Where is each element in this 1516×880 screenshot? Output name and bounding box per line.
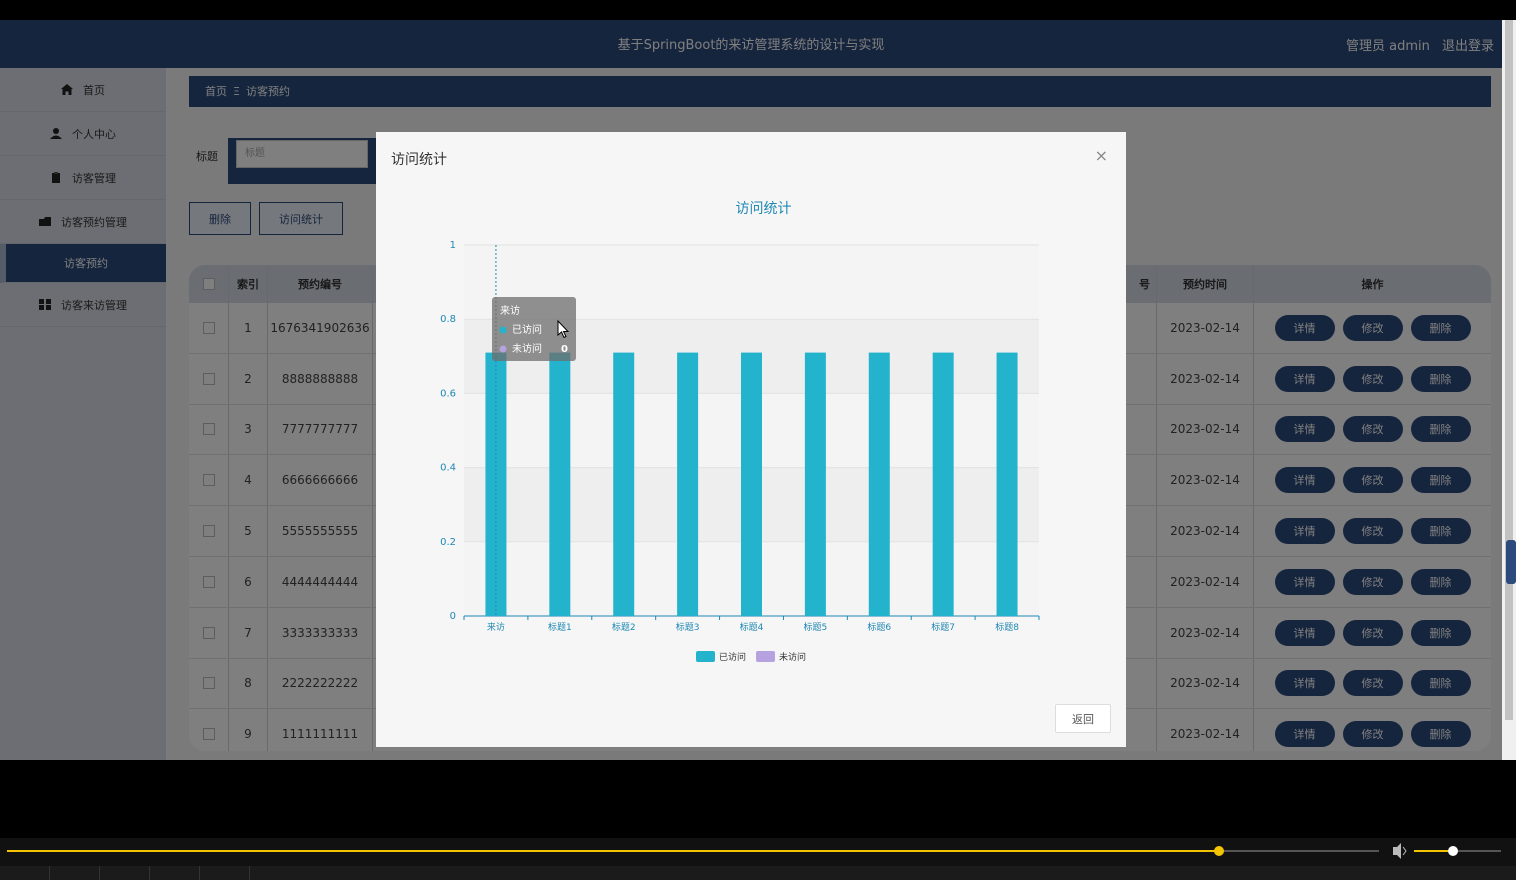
chart-title: 访问统计 bbox=[736, 201, 792, 217]
bottom-tab[interactable] bbox=[100, 866, 150, 880]
y-tick-label: 0 bbox=[450, 611, 456, 622]
x-tick-label: 标题7 bbox=[931, 621, 955, 633]
x-tick-label: 标题6 bbox=[867, 621, 891, 633]
y-tick-label: 0.4 bbox=[440, 463, 456, 474]
player-controls bbox=[7, 843, 1501, 859]
mouse-cursor-icon bbox=[557, 319, 570, 339]
bar-visited[interactable] bbox=[677, 352, 699, 616]
progress-handle[interactable] bbox=[1214, 846, 1224, 856]
x-tick-label: 标题8 bbox=[995, 621, 1019, 633]
volume-level bbox=[1414, 850, 1453, 852]
x-tick-label: 标题1 bbox=[548, 621, 572, 633]
bar-visited[interactable] bbox=[613, 352, 635, 616]
volume-track bbox=[1453, 850, 1501, 852]
bottom-tab[interactable] bbox=[150, 866, 200, 880]
y-tick-label: 0.8 bbox=[440, 314, 456, 325]
bar-visited[interactable] bbox=[932, 352, 954, 616]
progress-remaining bbox=[1219, 850, 1379, 852]
bar-visited[interactable] bbox=[996, 352, 1018, 616]
bar-visited[interactable] bbox=[868, 352, 890, 616]
tooltip-marker bbox=[499, 345, 507, 353]
bottom-tab[interactable] bbox=[0, 866, 50, 880]
progress-played bbox=[7, 850, 1219, 852]
x-tick-label: 来访 bbox=[487, 622, 505, 633]
tooltip-series-name: 已访问 bbox=[512, 323, 542, 336]
x-tick-label: 标题2 bbox=[612, 621, 636, 633]
page-scrollbar[interactable] bbox=[1502, 20, 1516, 760]
y-tick-label: 0.6 bbox=[440, 388, 456, 399]
bar-visited[interactable] bbox=[549, 352, 571, 616]
legend-label[interactable]: 未访问 bbox=[779, 651, 806, 663]
modal-title: 访问统计 bbox=[391, 152, 447, 168]
top-black-bar bbox=[0, 0, 1516, 20]
x-tick-label: 标题4 bbox=[740, 621, 764, 633]
tooltip-series-name: 未访问 bbox=[512, 342, 542, 355]
legend-label[interactable]: 已访问 bbox=[719, 651, 746, 663]
tooltip-marker bbox=[499, 326, 507, 334]
bottom-strip bbox=[0, 866, 1516, 880]
stats-modal: 访问统计 × 0 0.2 0.4 0.6 0.8 1 访问统计 来访 标题1 标题2 标题3 标题4 标… bbox=[376, 132, 1126, 747]
bar-visited[interactable] bbox=[741, 352, 762, 616]
x-tick-label: 标题3 bbox=[676, 621, 700, 633]
scrollbar-thumb[interactable] bbox=[1505, 20, 1513, 720]
side-handle[interactable] bbox=[1506, 540, 1516, 584]
bottom-tab[interactable] bbox=[50, 866, 100, 880]
bar-visited[interactable] bbox=[804, 352, 826, 616]
bottom-tab[interactable] bbox=[200, 866, 250, 880]
close-icon[interactable]: × bbox=[1094, 146, 1108, 165]
x-tick-label: 标题5 bbox=[804, 621, 828, 633]
legend-swatch[interactable] bbox=[696, 651, 715, 662]
y-tick-label: 0.2 bbox=[440, 537, 456, 548]
bar-visited[interactable] bbox=[485, 352, 507, 616]
chart-tooltip bbox=[492, 297, 576, 361]
legend-swatch[interactable] bbox=[756, 651, 775, 662]
tooltip-value: 0 bbox=[561, 344, 568, 355]
y-tick-label: 1 bbox=[450, 240, 456, 251]
back-button[interactable]: 返回 bbox=[1055, 704, 1111, 733]
volume-icon[interactable] bbox=[1393, 843, 1407, 859]
volume-handle[interactable] bbox=[1448, 846, 1458, 856]
tooltip-category: 来访 bbox=[500, 305, 520, 317]
